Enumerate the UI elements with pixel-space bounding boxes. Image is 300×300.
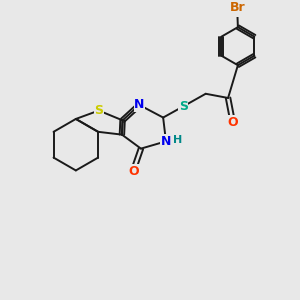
Text: N: N [161,135,171,148]
Text: Br: Br [230,1,245,14]
Text: H: H [173,135,182,145]
Text: N: N [134,98,145,112]
Text: S: S [179,100,188,113]
Text: O: O [129,164,139,178]
Text: S: S [94,104,103,117]
Text: O: O [227,116,238,128]
